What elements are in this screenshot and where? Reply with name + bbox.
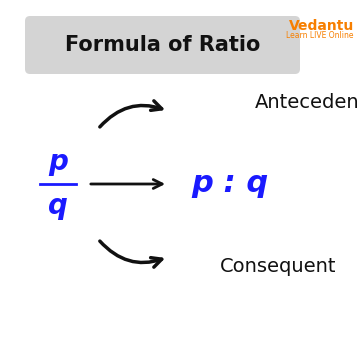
Text: Learn LIVE Online: Learn LIVE Online (286, 31, 354, 40)
Text: p : q: p : q (192, 169, 268, 199)
Text: q: q (48, 192, 68, 220)
Text: Antecedent: Antecedent (255, 93, 358, 112)
FancyBboxPatch shape (25, 16, 300, 74)
Text: Consequent: Consequent (220, 256, 337, 275)
Text: Formula of Ratio: Formula of Ratio (65, 35, 261, 55)
Text: Vedantu: Vedantu (289, 19, 354, 33)
Text: p: p (48, 148, 68, 176)
